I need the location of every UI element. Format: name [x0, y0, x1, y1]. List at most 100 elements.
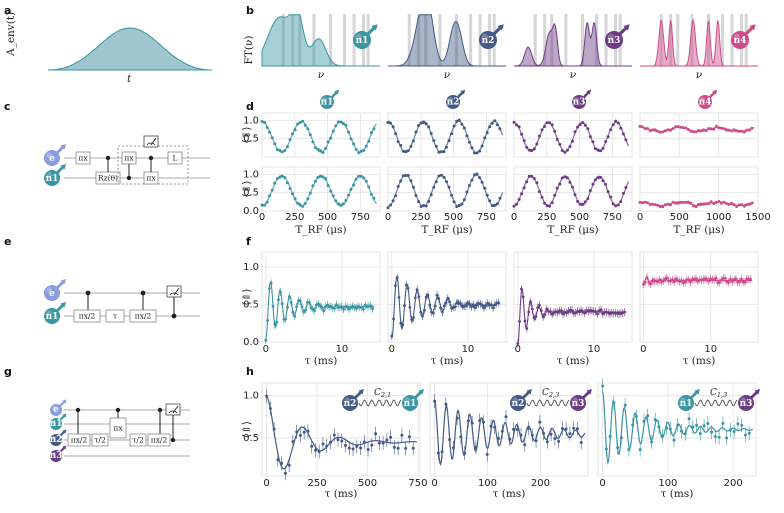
ramsey-point [687, 278, 691, 282]
rabi-point [522, 139, 526, 143]
ramsey-point [723, 276, 727, 280]
control-dot-2 [140, 290, 146, 296]
ramsey-point [278, 290, 282, 294]
rabi-point [532, 147, 536, 151]
ramsey-point [408, 306, 412, 309]
panel-label-a: a [4, 4, 11, 17]
ramsey-point [479, 302, 482, 306]
coupling-label: C2,1 [374, 388, 391, 399]
rabi-point [573, 130, 577, 134]
rabi-point [725, 128, 728, 132]
rabi-point [372, 127, 376, 131]
rabi-point [742, 130, 746, 134]
ramsey-point [442, 304, 446, 308]
circuit-e: e n1 πx/2 τ πx/2 [44, 279, 200, 324]
control-dot-2 [115, 407, 121, 413]
rabi-point [396, 184, 400, 188]
ramsey-point [268, 287, 271, 290]
ramsey-point [399, 321, 403, 325]
rabi-point [719, 201, 723, 205]
rabi-point [296, 201, 300, 205]
ramsey-xtick: 10 [704, 344, 717, 355]
ramsey-point [413, 296, 417, 300]
rabi-point [722, 200, 726, 204]
ramsey-point [538, 303, 541, 307]
coupling-point [385, 438, 389, 442]
coupling-point [306, 429, 310, 433]
coupling-point [448, 438, 452, 442]
coupling-point [340, 439, 344, 443]
rabi-xtick: 250 [285, 212, 304, 223]
rabi-point [707, 202, 711, 205]
spectrum-gray-line [407, 14, 411, 66]
rabi-point [694, 130, 698, 134]
coupling-point [691, 425, 695, 429]
rabi-point [293, 128, 297, 132]
coupling-point [710, 430, 714, 434]
rabi-point [347, 130, 350, 134]
qubit-n3-icon: n3 [572, 89, 592, 109]
qubit-n1-icon-arrow-head [334, 89, 340, 95]
qubit-n4-icon-label: n4 [734, 36, 747, 46]
qubit-n1-icon-sphere [50, 418, 62, 430]
coupling-point [482, 420, 485, 424]
ramsey-xlabel: τ (ms) [305, 355, 338, 367]
rabi-point [671, 127, 675, 131]
qubit-e-icon-highlight [46, 152, 52, 158]
ramsey-point [410, 318, 414, 322]
rabi-point [296, 122, 300, 126]
rabi-point [576, 125, 580, 129]
rabi-point [260, 120, 264, 123]
ramsey-ylabel: ⟨⇑⟩ [241, 289, 253, 306]
coupling-point [653, 418, 657, 421]
coupling-point [440, 450, 444, 454]
rabi-point [432, 185, 436, 189]
ramsey-point [394, 284, 397, 288]
rabi-point [414, 130, 418, 134]
rabi-point [588, 135, 592, 139]
rabi-point [535, 142, 539, 146]
rabi-point [525, 145, 529, 149]
gate-pix2-1 [73, 309, 101, 323]
coupling-point [740, 423, 744, 427]
ramsey-point [674, 277, 678, 281]
ramsey-xlabel: τ (ms) [431, 355, 464, 367]
spectrum-gray-line [469, 14, 473, 66]
rabi-point [341, 122, 345, 126]
rabi-point [478, 176, 482, 180]
rabi-n3-down [512, 112, 633, 158]
qubit-e-icon-label: e [49, 154, 55, 164]
ramsey-point [439, 306, 442, 310]
coupling-point [683, 432, 687, 436]
ramsey-point [482, 306, 486, 310]
rabi-point [663, 129, 667, 133]
rabi-point [404, 150, 408, 153]
coupling-point [280, 461, 284, 465]
rabi-point [742, 204, 746, 208]
rabi-point [495, 123, 499, 127]
rabi-point [457, 203, 461, 207]
rabi-xlabel: T_RF (μs) [547, 224, 598, 236]
qubit-n1-icon-sphere [402, 395, 418, 411]
rabi-point [609, 128, 613, 132]
coupling-point [377, 441, 381, 445]
rabi-point [699, 202, 703, 206]
rabi-point [354, 147, 358, 151]
rabi-point [691, 130, 695, 134]
rabi-point [275, 177, 279, 181]
rabi-point [646, 201, 650, 205]
rabi-point [679, 200, 683, 204]
rabi-point [427, 125, 431, 129]
panel-label-g: g [4, 365, 12, 378]
coupling-point [362, 440, 366, 444]
spectrum-gray-line [454, 14, 458, 66]
rabi-point [543, 201, 546, 205]
coupling-xtick: 750 [408, 478, 427, 489]
ramsey-point [304, 308, 307, 312]
qubit-n3-icon: n3 [738, 389, 760, 411]
gate-L [167, 151, 183, 165]
rabi-point [658, 130, 662, 134]
rabi-point [704, 129, 708, 133]
rabi-point [732, 128, 736, 132]
rabi-point [573, 193, 577, 197]
